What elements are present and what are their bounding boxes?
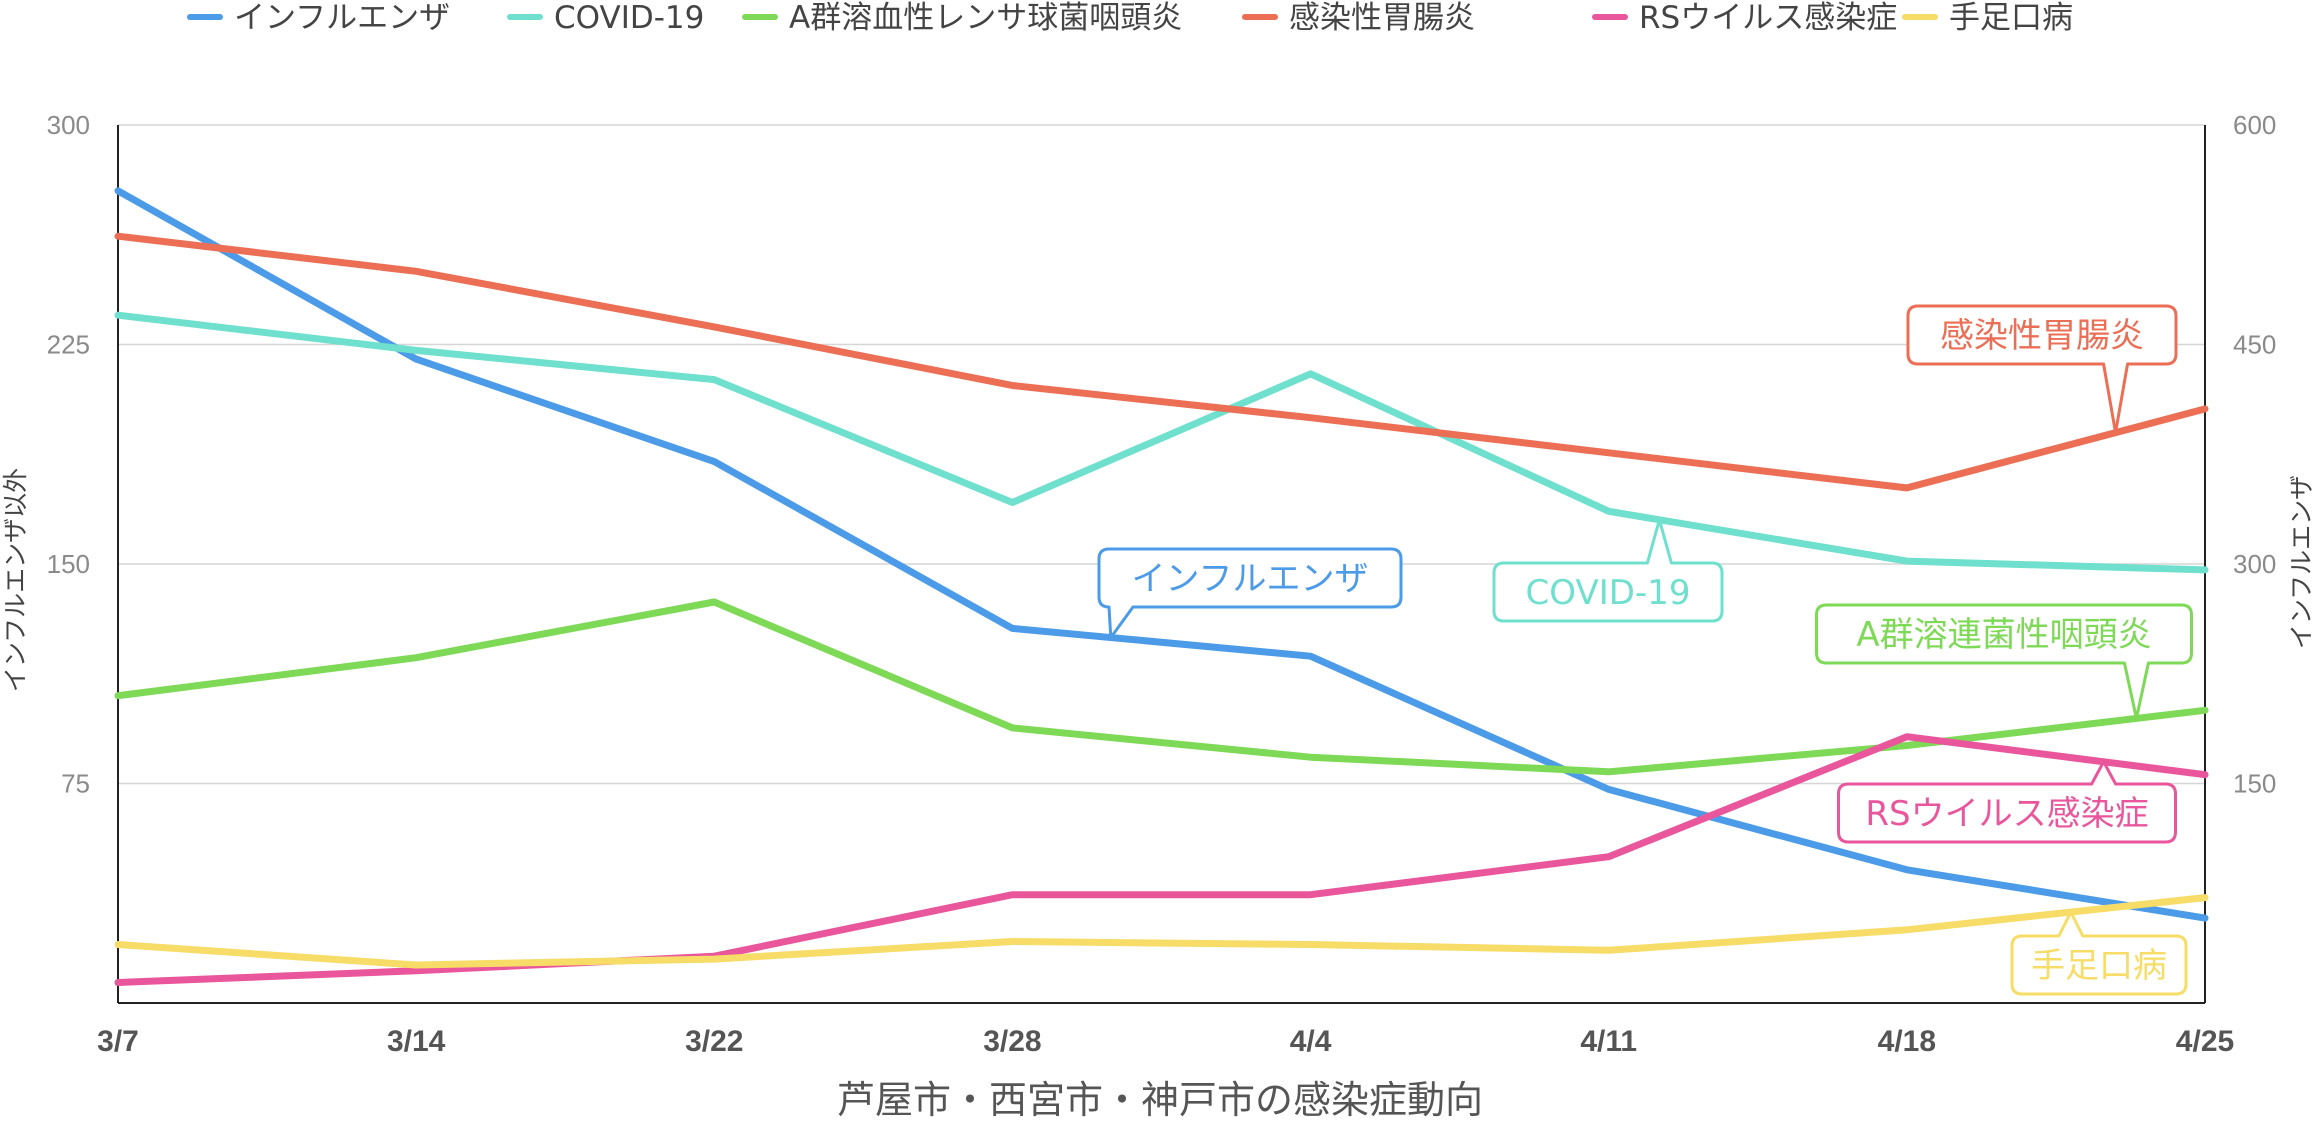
series-lines [114, 187, 2209, 986]
legend-label: 感染性胃腸炎 [1289, 0, 1475, 36]
callout-label: RSウイルス感染症 [1865, 794, 2148, 834]
callout-box [1492, 518, 1724, 623]
legend-item: COVID-19 [507, 0, 704, 36]
left-tick-label: 150 [47, 549, 90, 579]
x-tick-label: 3/22 [685, 1025, 743, 1058]
right-axis-title: インフルエンザ [2287, 475, 2316, 649]
right-tick-label: 450 [2233, 330, 2276, 360]
legend-item: RSウイルス感染症 [1592, 0, 1897, 36]
legend-item: 手足口病 [1902, 0, 2073, 36]
callout: インフルエンザ [1097, 547, 1403, 640]
left-axis-title: インフルエンザ以外 [1, 468, 30, 692]
callout-label: 感染性胃腸炎 [1940, 316, 2144, 356]
callout-box [1837, 760, 2177, 844]
left-tick-label: 75 [61, 769, 90, 799]
callout-box [1815, 603, 2193, 720]
right-tick-label: 150 [2233, 769, 2276, 799]
axes: 75 150 225 300 150 300 450 600 3/7 3/14 3/22 3/28 4/… [47, 110, 2277, 1058]
x-tick-label: 4/18 [1878, 1025, 1936, 1058]
legend-item: インフルエンザ [187, 0, 450, 36]
gridlines [118, 124, 2205, 785]
series-line [114, 598, 2209, 776]
legend: インフルエンザ COVID-19 A群溶血性レンサ球菌咽頭炎 感染性胃腸炎 RSウイルス… [187, 0, 2073, 36]
legend-label: RSウイルス感染症 [1639, 0, 1897, 36]
callout: 手足口病 [2010, 910, 2188, 996]
x-tick-label: 4/25 [2176, 1025, 2234, 1058]
callout: COVID-19 [1492, 518, 1724, 623]
legend-label: 手足口病 [1949, 0, 2073, 36]
series-line [114, 894, 2209, 969]
left-tick-label: 225 [47, 330, 90, 360]
x-tick-label: 3/14 [387, 1025, 446, 1058]
legend-item: A群溶血性レンサ球菌咽頭炎 [742, 0, 1182, 36]
callout-box [1906, 304, 2178, 435]
series-line [114, 187, 2209, 922]
callout-label: COVID-19 [1526, 573, 1691, 613]
right-tick-label: 300 [2233, 549, 2276, 579]
callout: A群溶連菌性咽頭炎 [1815, 603, 2193, 720]
callout-label: インフルエンザ [1132, 559, 1369, 599]
legend-label: インフルエンザ [234, 0, 450, 36]
series-line [114, 733, 2209, 986]
right-tick-label: 600 [2233, 110, 2276, 140]
x-tick-label: 3/28 [983, 1025, 1041, 1058]
x-tick-label: 4/11 [1580, 1025, 1637, 1058]
left-tick-label: 300 [47, 110, 90, 140]
legend-item: 感染性胃腸炎 [1242, 0, 1475, 36]
callout-box [2010, 910, 2188, 996]
callout-label: 手足口病 [2031, 946, 2167, 986]
series-line [114, 311, 2209, 574]
x-tick-label: 3/7 [97, 1025, 139, 1058]
legend-label: COVID-19 [554, 0, 704, 36]
callout: 感染性胃腸炎 [1906, 304, 2178, 435]
series-line [114, 232, 2209, 492]
callout-box [1097, 547, 1403, 640]
callout: RSウイルス感染症 [1837, 760, 2177, 844]
legend-label: A群溶血性レンサ球菌咽頭炎 [789, 0, 1182, 36]
x-tick-label: 4/4 [1290, 1025, 1332, 1058]
chart-title: 芦屋市・西宮市・神戸市の感染症動向 [837, 1078, 1483, 1122]
callout-label: A群溶連菌性咽頭炎 [1856, 615, 2151, 655]
